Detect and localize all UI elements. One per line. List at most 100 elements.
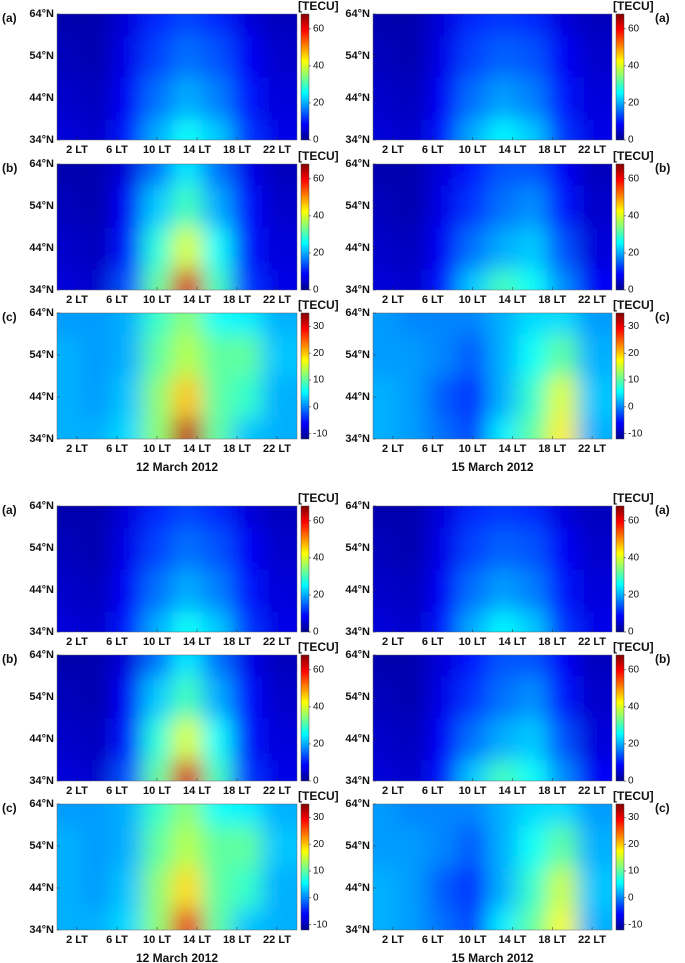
heat-cell <box>172 269 203 290</box>
heat-cell <box>82 825 113 868</box>
heat-cell <box>427 77 459 120</box>
heat-cell <box>427 655 459 677</box>
x-tick-label: 14 LT <box>498 294 526 306</box>
heat-cell <box>172 611 203 632</box>
heat-cell <box>232 718 263 761</box>
heat-cell <box>547 527 578 570</box>
heat-cell <box>172 527 203 570</box>
heat-cell <box>142 718 173 761</box>
x-tick-label: 6 LT <box>422 636 444 648</box>
heat-cell <box>397 655 429 677</box>
x-tick-label: 10 LT <box>459 294 487 306</box>
colorbar-tick-label: 60 <box>313 23 325 34</box>
heatmap-cells <box>57 804 297 930</box>
plot-frame <box>56 13 298 141</box>
heat-cell <box>487 269 518 290</box>
heat-cell <box>232 760 263 781</box>
heat-cell <box>373 655 399 677</box>
x-tick-label: 22 LT <box>263 636 291 648</box>
y-tick-label: 34°N <box>29 433 54 445</box>
colorbar-tick-label: 20 <box>313 739 325 750</box>
plot-area <box>373 313 612 439</box>
heat-cell <box>547 35 578 78</box>
heat-cell <box>373 506 399 528</box>
heat-cell <box>397 611 429 632</box>
heat-cell <box>577 185 612 228</box>
heat-cell <box>547 506 578 528</box>
heat-cell <box>202 760 233 781</box>
heat-cell <box>172 867 203 910</box>
heat-cell <box>517 569 548 612</box>
heat-cell <box>457 760 489 781</box>
heat-cell <box>142 676 173 719</box>
x-tick-label: 2 LT <box>382 443 404 455</box>
plot-frame <box>56 654 298 782</box>
heat-cell <box>517 611 548 632</box>
x-tick-label: 18 LT <box>538 636 566 648</box>
heat-cell <box>232 227 263 270</box>
heat-cell <box>82 185 113 228</box>
heat-cell <box>373 77 399 120</box>
colorbar-tick-label: 10 <box>313 866 325 877</box>
x-tick-label: 22 LT <box>578 934 606 946</box>
heat-cell <box>427 867 459 910</box>
x-tick-label: 18 LT <box>538 443 566 455</box>
heat-cell <box>427 14 459 36</box>
colorbar-tick-label: 40 <box>313 61 325 72</box>
colorbar-tick-label: 20 <box>628 248 640 259</box>
x-tick-label: 10 LT <box>143 443 171 455</box>
heat-cell <box>262 909 297 930</box>
heat-cell <box>232 569 263 612</box>
heat-cell <box>82 164 113 186</box>
heat-cell <box>457 119 489 140</box>
heat-cell <box>427 269 459 290</box>
y-tick-label: 54°N <box>345 840 370 852</box>
heat-cell <box>112 77 143 120</box>
colorbar <box>615 654 625 782</box>
heat-cell <box>517 718 548 761</box>
heat-cell <box>232 867 263 910</box>
y-tick-label: 54°N <box>29 840 54 852</box>
heat-cell <box>262 313 297 335</box>
panel-label: (a) <box>655 503 670 517</box>
heat-cell <box>82 760 113 781</box>
heat-cell <box>373 185 399 228</box>
heat-cell <box>427 760 459 781</box>
heat-cell <box>82 77 113 120</box>
x-tick-label: 14 LT <box>183 443 211 455</box>
colorbar-tick-label: -10 <box>313 428 328 439</box>
heat-cell <box>82 611 113 632</box>
heat-cell <box>517 760 548 781</box>
heat-cell <box>517 506 548 528</box>
colorbar-tick-label: -10 <box>628 919 643 930</box>
heat-cell <box>172 676 203 719</box>
heat-cell <box>82 527 113 570</box>
heat-cell <box>57 506 83 528</box>
heat-cell <box>577 119 612 140</box>
colorbar <box>615 803 625 931</box>
heat-cell <box>142 804 173 826</box>
plot-area <box>57 313 297 439</box>
heat-cell <box>142 655 173 677</box>
heat-cell <box>142 35 173 78</box>
colorbar-tick-label: 60 <box>628 515 640 526</box>
y-tick-label: 44°N <box>29 733 54 745</box>
x-tick-label: 22 LT <box>263 934 291 946</box>
x-tick-label: 22 LT <box>578 443 606 455</box>
y-tick-label: 34°N <box>345 284 370 296</box>
heat-cell <box>112 418 143 439</box>
colorbar-tick-label: 0 <box>313 401 319 412</box>
heat-cell <box>517 77 548 120</box>
heat-cell <box>577 760 612 781</box>
heat-cell <box>373 35 399 78</box>
heat-cell <box>547 119 578 140</box>
heat-cell <box>487 655 518 677</box>
heat-cell <box>57 35 83 78</box>
x-tick-label: 2 LT <box>66 636 88 648</box>
heat-cell <box>487 14 518 36</box>
heat-cell <box>457 676 489 719</box>
heat-cell <box>517 418 548 439</box>
plot-area <box>57 164 297 290</box>
heat-cell <box>517 867 548 910</box>
